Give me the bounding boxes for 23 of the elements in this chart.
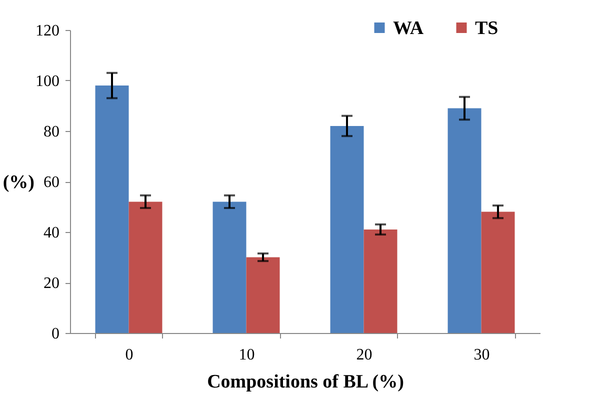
x-tick-label: 10 (238, 346, 255, 364)
bar (128, 202, 162, 333)
bar (364, 229, 398, 333)
legend-label: TS (475, 18, 498, 39)
bar (95, 86, 129, 333)
y-tick-label: 40 (44, 224, 60, 242)
x-tick-label: 0 (125, 346, 134, 364)
bar (330, 126, 364, 333)
y-tick-label: 120 (36, 22, 60, 40)
bar (448, 108, 482, 333)
y-tick-label: 0 (52, 326, 60, 342)
x-tick-label: 20 (356, 346, 372, 364)
bar (246, 257, 280, 333)
y-tick-label: 100 (36, 73, 60, 90)
y-axis-title: (%) (2, 172, 34, 193)
x-tick-label: 30 (474, 346, 490, 364)
y-tick-label: 60 (44, 174, 60, 191)
y-tick-label: 80 (44, 124, 60, 140)
x-axis-title: Compositions of BL (%) (207, 372, 404, 392)
legend-label: WA (393, 18, 424, 39)
y-tick-label: 20 (44, 275, 60, 292)
bar (481, 212, 515, 333)
bar (212, 202, 246, 333)
